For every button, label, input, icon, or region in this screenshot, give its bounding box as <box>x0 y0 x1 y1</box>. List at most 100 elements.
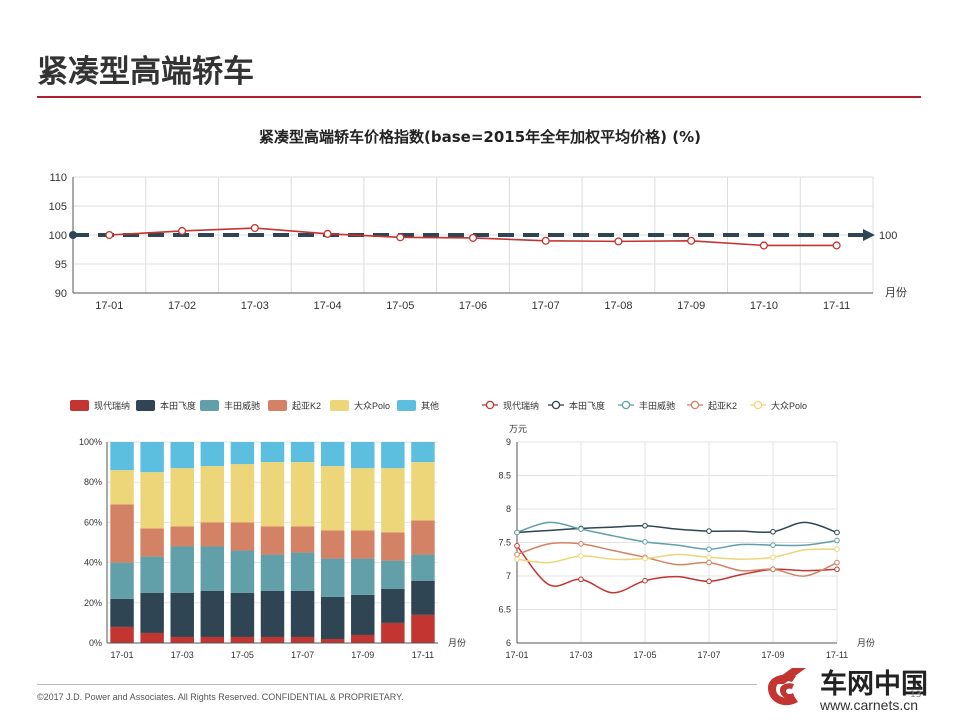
index-point <box>687 236 696 245</box>
price-point <box>514 529 520 536</box>
bar-segment <box>230 442 255 465</box>
legend-label: 起亚K2 <box>708 401 737 411</box>
x-tick-label: 17-03 <box>171 650 194 660</box>
price-index-chart: 紧凑型高端轿车价格指数(base=2015年全年加权平均价格) (%) 90 95 1… <box>49 128 907 312</box>
price-point <box>834 537 840 544</box>
price-point <box>770 554 776 561</box>
index-point <box>105 230 114 240</box>
bar-segment <box>140 442 164 473</box>
price-point <box>578 541 584 547</box>
legend-label: 现代瑞纳 <box>94 400 130 411</box>
legend-label: 丰田威驰 <box>639 400 675 411</box>
bar-segment <box>290 590 315 637</box>
price-point <box>642 577 648 584</box>
price-point <box>834 529 840 536</box>
y-tick-label: 0% <box>89 638 102 648</box>
bar-segment <box>260 636 285 643</box>
price-point <box>706 578 712 585</box>
bar-segment <box>381 442 405 469</box>
bar-segment <box>170 546 194 593</box>
price-point <box>514 551 520 558</box>
x-tick-label: 17-10 <box>750 300 778 312</box>
index-point <box>832 241 841 250</box>
y-tick-label: 8.5 <box>498 471 511 481</box>
index-point <box>323 229 332 238</box>
bar-segment <box>381 532 405 561</box>
bar-segment <box>411 462 435 521</box>
bar-segment <box>290 552 315 591</box>
x-axis-title: 月份 <box>885 286 907 299</box>
bar-segment <box>230 550 255 593</box>
copyright-footer: ©2017 J.D. Power and Associates. All Rig… <box>37 692 404 702</box>
bar-segment <box>381 560 405 589</box>
legend-label: 大众Polo <box>771 400 807 411</box>
bar-segment <box>230 636 255 643</box>
x-tick-label: 17-11 <box>823 300 850 312</box>
x-tick-label: 17-07 <box>291 650 314 660</box>
index-point <box>541 236 550 245</box>
baseline-label: 100 <box>879 230 897 242</box>
market-share-chart: 现代瑞纳 本田飞度 丰田威驰 起亚K2 大众Polo 其他 0% 20% 40% 60% 80% 10… <box>70 400 466 660</box>
title-divider <box>37 96 921 98</box>
bar-segment <box>351 558 375 595</box>
x-tick-label: 17-06 <box>459 300 487 312</box>
legend-label: 大众Polo <box>354 400 390 411</box>
bar-segment <box>110 504 134 563</box>
bar-segment <box>320 596 345 639</box>
bar-segment <box>170 592 194 637</box>
y-tick-label: 90 <box>55 288 67 300</box>
price-point <box>770 542 776 548</box>
bar-segment <box>140 632 164 643</box>
bar-segment <box>290 442 315 463</box>
brand-price-chart: 现代瑞纳 本田飞度 丰田威驰 起亚K2 大众Polo 万元 6 6.5 7 7.5 8 8.5 9 17-… <box>482 400 875 660</box>
bar-segment <box>110 598 134 627</box>
page-title: 紧凑型高端轿车 <box>37 54 254 90</box>
x-axis-title: 月份 <box>857 637 875 648</box>
price-point <box>578 553 584 559</box>
y-tick-label: 105 <box>49 201 67 213</box>
bar-segment <box>381 468 405 533</box>
y-tick-label: 7 <box>506 571 511 581</box>
y-tick-label: 9 <box>506 437 511 447</box>
index-point <box>759 241 768 250</box>
bar-segment <box>320 442 345 467</box>
legend-label: 现代瑞纳 <box>503 400 539 411</box>
baseline-arrow <box>863 229 875 241</box>
bar-segment <box>320 466 345 531</box>
bar-segment <box>260 462 285 527</box>
bar-segment <box>230 522 255 551</box>
carnets-logo: 车网中国 www.carnets.cn <box>762 662 952 718</box>
y-tick-label: 6 <box>506 638 511 648</box>
legend-label: 丰田威驰 <box>224 400 260 411</box>
bar-segment <box>140 528 164 557</box>
x-tick-label: 17-01 <box>95 300 123 312</box>
price-point <box>578 526 584 532</box>
x-axis-title: 月份 <box>448 637 466 648</box>
bar-segment <box>200 546 225 591</box>
price-point <box>834 546 840 552</box>
price-series-line <box>516 542 838 577</box>
legend-swatch <box>268 400 287 411</box>
bar-segment <box>351 530 375 559</box>
legend-swatch-marker <box>690 400 700 410</box>
bar-segment <box>200 590 225 637</box>
y-tick-label: 20% <box>84 598 102 608</box>
bar-segment <box>411 554 435 581</box>
bar-segment <box>411 580 435 615</box>
legend-swatch <box>70 400 89 411</box>
bar-segment <box>260 554 285 591</box>
x-tick-label: 17-11 <box>826 650 848 660</box>
y-axis-title: 万元 <box>509 424 527 434</box>
logo-text: 车网中国 <box>820 669 928 700</box>
price-point <box>706 559 712 566</box>
index-point <box>178 226 187 235</box>
x-tick-label: 17-08 <box>604 300 632 312</box>
x-tick-label: 17-09 <box>761 650 784 660</box>
bar-segment <box>411 614 435 643</box>
x-tick-label: 17-02 <box>168 300 196 312</box>
price-point <box>642 555 648 562</box>
price-point <box>514 556 520 563</box>
legend-swatch-marker <box>753 400 763 410</box>
price-point <box>770 566 776 573</box>
price-point <box>834 559 840 566</box>
